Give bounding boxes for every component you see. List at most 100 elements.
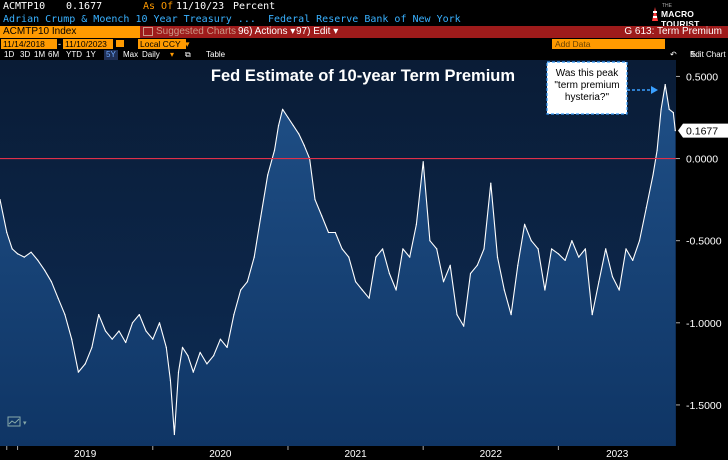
frequency-caret-icon[interactable]: ▾ — [170, 50, 175, 59]
lighthouse-icon — [652, 7, 658, 21]
currency-select[interactable]: Local CCY — [138, 39, 186, 49]
chart-type-icon[interactable]: ⧉ — [185, 50, 191, 59]
data-point — [287, 116, 289, 119]
data-point — [277, 125, 280, 127]
annotation-text: Was this peak — [556, 68, 619, 79]
date-separator: - — [58, 39, 61, 49]
y-tick-label: -1.5000 — [686, 400, 722, 412]
data-point — [625, 248, 627, 250]
data-point — [463, 325, 465, 327]
range-button-1d[interactable]: 1D — [4, 50, 15, 59]
data-point — [476, 264, 478, 266]
edit-menu[interactable]: 97) Edit ▾ — [296, 26, 339, 37]
actions-menu[interactable]: 96) Actions ▾ — [238, 26, 296, 37]
calendar-icon[interactable] — [116, 40, 124, 47]
data-point — [524, 223, 526, 225]
data-point — [292, 125, 294, 127]
data-point — [57, 297, 59, 299]
range-button-1y[interactable]: 1Y — [86, 50, 96, 59]
ticker: ACMTP10 — [3, 1, 46, 12]
x-axis-panel — [0, 446, 728, 460]
security-header: ACMTP10 0.1677 As Of 11/10/23 Percent — [0, 0, 728, 13]
data-point — [246, 281, 248, 283]
data-point — [273, 149, 276, 151]
data-point — [605, 248, 607, 250]
data-point — [388, 272, 390, 275]
frequency-select[interactable]: Daily — [142, 50, 160, 59]
data-point — [578, 256, 580, 258]
series-area-fill — [0, 84, 676, 446]
data-point — [348, 256, 350, 258]
data-point — [564, 259, 566, 261]
data-point — [409, 256, 411, 258]
data-point — [298, 133, 300, 135]
start-date-input[interactable]: 11/14/2018 — [1, 39, 57, 49]
data-point — [618, 289, 620, 291]
data-point — [44, 269, 46, 271]
data-point — [449, 264, 451, 266]
end-date-input[interactable]: 11/10/2023 — [63, 39, 113, 49]
last-value-label: 0.1677 — [686, 126, 718, 138]
data-point — [571, 240, 573, 242]
data-point — [537, 248, 539, 250]
range-button-3d[interactable]: 3D — [20, 50, 31, 59]
unit-label: Percent — [233, 1, 276, 12]
data-point — [591, 314, 593, 316]
range-button-6m[interactable]: 6M — [48, 50, 60, 59]
data-point — [37, 259, 39, 261]
range-button-max[interactable]: Max — [123, 50, 139, 59]
data-point — [544, 289, 546, 291]
table-button[interactable]: Table — [206, 50, 226, 59]
currency-caret-icon[interactable]: ▾ — [185, 39, 190, 49]
series-line — [0, 84, 676, 436]
last-value: 0.1677 — [66, 1, 103, 12]
last-value-badge — [678, 123, 728, 138]
description-row: Adrian Crump & Moench 10 Year Treasury .… — [0, 13, 728, 26]
data-point — [530, 240, 532, 242]
data-point — [219, 338, 221, 340]
pencil-icon: ✎ — [690, 50, 697, 59]
data-point — [260, 215, 262, 217]
data-point — [84, 363, 86, 365]
data-point — [429, 240, 431, 242]
suggested-charts-button[interactable]: Suggested Charts — [143, 26, 236, 38]
range-button-ytd[interactable]: YTD — [66, 50, 82, 59]
data-point — [187, 355, 189, 357]
data-point — [382, 248, 384, 250]
data-point — [415, 223, 417, 225]
annotation-text: hysteria?" — [565, 92, 610, 103]
data-point — [173, 433, 175, 436]
brand-small: THE — [662, 3, 672, 9]
data-point — [177, 371, 180, 373]
range-button-5y[interactable]: 5Y — [104, 50, 118, 60]
data-point — [6, 231, 8, 234]
data-point — [118, 330, 120, 332]
y-tick-label: -0.5000 — [686, 236, 722, 248]
data-point — [169, 379, 171, 381]
data-point — [490, 182, 492, 184]
data-point — [64, 314, 66, 316]
function-title: G 613: Term Premium — [624, 26, 722, 37]
security-field[interactable]: ACMTP10 Index — [0, 26, 140, 38]
annotation-box — [546, 61, 628, 115]
data-point — [327, 231, 330, 234]
add-data-input[interactable]: Add Data — [552, 39, 665, 49]
range-button-1m[interactable]: 1M — [34, 50, 46, 59]
series-description: Adrian Crump & Moench 10 Year Treasury .… — [3, 14, 256, 25]
mini-chart-icon[interactable] — [7, 416, 21, 427]
data-point — [664, 84, 666, 86]
back-icon[interactable]: ↶ — [670, 50, 677, 59]
data-point — [436, 248, 438, 250]
data-point — [192, 371, 194, 373]
data-point — [131, 322, 134, 324]
x-tick-label: 2020 — [209, 449, 232, 460]
data-point — [165, 346, 167, 348]
data-point — [240, 289, 242, 291]
mini-chart-caret-icon[interactable]: ▾ — [23, 420, 27, 427]
data-point — [111, 338, 113, 340]
data-point — [611, 276, 614, 278]
data-point — [368, 297, 370, 299]
annotation-text: "term premium — [554, 80, 619, 91]
chart-title: Fed Estimate of 10-year Term Premium — [211, 67, 515, 85]
data-point — [181, 346, 184, 348]
